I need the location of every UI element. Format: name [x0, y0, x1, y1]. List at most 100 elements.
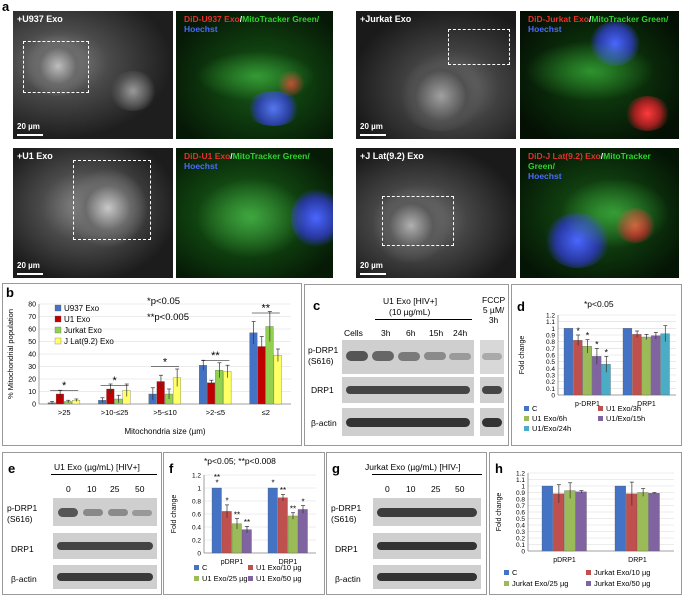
y-tick-label: 1.2 — [546, 313, 555, 320]
panel-label-b: b — [6, 285, 14, 300]
legend-swatch — [524, 406, 529, 411]
blot-header: U1 Exo [HIV+] — [383, 296, 438, 306]
lane-label: 0 — [66, 484, 71, 494]
lane-label: 10 — [406, 484, 416, 494]
bar — [211, 487, 222, 554]
sig-label: *p<0.05 — [584, 299, 614, 309]
scale-label: 20 µm — [360, 122, 383, 131]
row-label: β-actin — [335, 574, 361, 584]
bar — [241, 529, 252, 554]
bar — [614, 485, 626, 552]
row-label: DRP1 — [335, 544, 358, 554]
y-tick-label: 20 — [28, 377, 36, 384]
significance-star: * — [163, 356, 168, 368]
row-label: (S616) — [308, 356, 334, 366]
y-tick-label: 0 — [32, 402, 36, 409]
micro-u937-fluor: DiD-U937 Exo/MitoTracker Green/ Hoechst — [176, 11, 333, 139]
y-tick-label: 0.8 — [546, 339, 555, 346]
blot-pdrp1 — [342, 340, 474, 374]
legend-label: C — [532, 404, 538, 413]
sig-label-1: *p<0.05 — [147, 296, 181, 307]
x-tick-label: >5-≤10 — [153, 408, 177, 417]
row-label: (S616) — [7, 514, 33, 524]
fccp-label: FCCP 5 µM/3h — [482, 295, 506, 325]
micro-label: +J Lat(9.2) Exo — [360, 151, 424, 161]
bar — [573, 340, 583, 396]
y-tick-label: 50 — [28, 339, 36, 346]
chart-b-svg: 0 10 20 30 40 50 60 70 80 >25 >10-≤25 >5-≤10 >2-≤5 ≤2… — [6, 302, 291, 436]
micro-label: +U937 Exo — [17, 14, 63, 24]
row-label: (S616) — [331, 514, 357, 524]
row-label: DRP1 — [11, 544, 34, 554]
y-tick-label: 0.6 — [546, 353, 555, 360]
scale-label: 20 µm — [17, 122, 40, 131]
significance-star: ** — [262, 303, 271, 315]
bar — [287, 515, 298, 554]
legend-label: J Lat(9.2) Exo — [64, 337, 114, 346]
y-tick-label: 0.7 — [516, 503, 525, 510]
significance-star: * — [605, 347, 609, 357]
significance-star: * — [586, 331, 590, 341]
legend-label: U1/Exo/15h — [606, 414, 645, 423]
panel-h-chart: h 0 0.1 0.2 0.3 0.4 0.5 0.6 0.7 0.8 0.9 1 1.1 1.2 pDR… — [489, 452, 682, 595]
x-tick-label: pDRP1 — [553, 557, 576, 564]
zoom-box — [382, 196, 454, 246]
header-line — [372, 474, 482, 475]
y-tick-label: 0 — [521, 549, 525, 556]
fluor-legend: DiD-U937 Exo/MitoTracker Green/ Hoechst — [184, 14, 320, 34]
lane-label: 24h — [453, 328, 468, 338]
bar — [660, 333, 670, 396]
significance-star: ** — [234, 510, 240, 519]
x-tick-label: ≤2 — [262, 408, 270, 417]
significance-star: ** — [244, 518, 250, 527]
legend-label: U1 Exo/6h — [532, 414, 567, 423]
y-tick-label: 1 — [197, 486, 201, 493]
legend-swatch — [54, 315, 62, 323]
row-label: β-actin — [11, 574, 37, 584]
scale-label: 20 µm — [17, 261, 40, 270]
bar — [641, 336, 651, 396]
lane-label: 10 — [87, 484, 97, 494]
panel-label-a: a — [2, 0, 10, 14]
legend-swatch — [248, 565, 253, 570]
y-tick-label: 1.2 — [192, 473, 201, 480]
legend-label: U1 Exo/3h — [606, 404, 641, 413]
y-tick-label: 0.9 — [516, 490, 525, 497]
bar — [267, 487, 278, 554]
legend-label: Jurkat Exo/10 µg — [594, 568, 650, 577]
bar — [632, 334, 642, 396]
y-tick-label: 10 — [28, 389, 36, 396]
y-tick-label: 0.6 — [192, 512, 201, 519]
micro-jlat-gray: +J Lat(9.2) Exo 20 µm — [356, 148, 516, 278]
x-tick-label: DRP1 — [279, 559, 298, 566]
scale-bar — [360, 273, 386, 275]
blot-header: U1 Exo (µg/mL) [HIV+] — [54, 462, 140, 472]
micro-u1-fluor: DiD-U1 Exo/MitoTracker Green/ Hoechst — [176, 148, 333, 278]
panel-c-blot: c U1 Exo [HIV+] (10 µg/mL) Cells 3h 6h 1… — [304, 284, 509, 446]
x-tick-label: >2-≤5 — [206, 408, 225, 417]
blot-dose: (10 µg/mL) — [389, 307, 431, 317]
lane-label: 25 — [110, 484, 120, 494]
panel-e-blot: e U1 Exo (µg/mL) [HIV+] 0 10 25 50 p-DRP… — [2, 452, 162, 595]
legend-swatch — [248, 576, 253, 581]
x-tick-label: >25 — [58, 408, 71, 417]
x-tick-label: DRP1 — [637, 401, 656, 408]
y-tick-label: 80 — [28, 302, 36, 309]
lane-label: 50 — [135, 484, 145, 494]
bar — [297, 509, 308, 554]
bar — [564, 490, 576, 552]
bar — [575, 491, 587, 552]
y-tick-label: 0.4 — [516, 523, 525, 530]
sig-label-2: **p<0.005 — [147, 312, 189, 323]
legend-swatch — [586, 570, 591, 575]
bar — [277, 497, 288, 554]
header-line — [375, 319, 472, 320]
legend-swatch — [54, 326, 62, 334]
y-tick-label: 60 — [28, 327, 36, 334]
panel-b-chart: b 0 10 20 30 40 50 60 70 80 >25 >10-≤25 >5-≤10 >2-≤5… — [2, 283, 302, 446]
bar — [541, 485, 553, 552]
legend-swatch — [524, 416, 529, 421]
y-tick-label: 70 — [28, 314, 36, 321]
panel-label-g: g — [332, 461, 340, 476]
